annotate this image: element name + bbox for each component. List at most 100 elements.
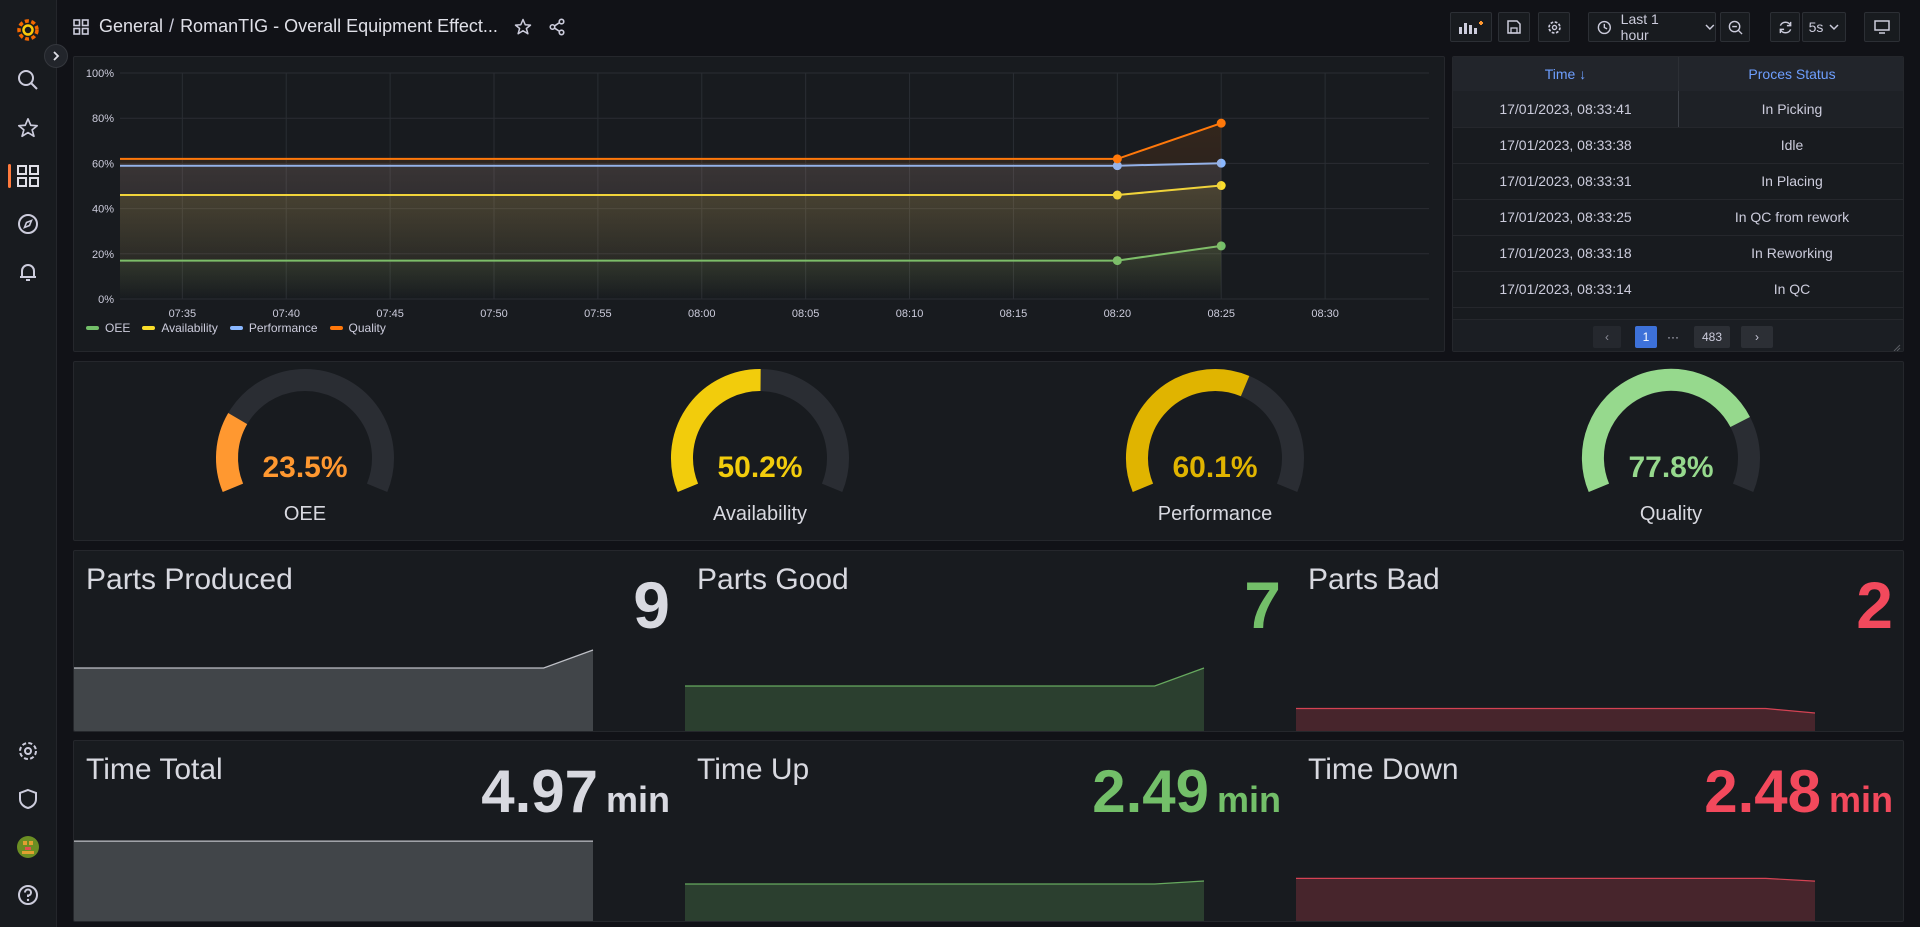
refresh-interval-label: 5s xyxy=(1808,19,1824,35)
chevron-down-icon xyxy=(1705,24,1715,30)
oee-timeseries-chart[interactable]: 100% 80% 60% 40% 20% 0% 07:35 07:40 07:45 07:50 07… xyxy=(74,57,1445,352)
legend-swatch xyxy=(329,326,343,330)
table-row[interactable]: 17/01/2023, 08:33:14 In QC xyxy=(1453,271,1903,308)
stat-title-time-up: Time Up xyxy=(697,753,810,786)
next-page-button[interactable]: › xyxy=(1741,326,1773,348)
stat-unit: min xyxy=(1828,779,1893,820)
star-icon[interactable] xyxy=(14,114,42,142)
search-icon[interactable] xyxy=(14,66,42,94)
legend-item-quality[interactable]: Quality xyxy=(329,321,386,335)
sidebar xyxy=(0,0,57,927)
alerting-icon[interactable] xyxy=(14,258,42,286)
stat-value-parts-produced: 9 xyxy=(633,568,670,642)
shield-icon[interactable] xyxy=(14,785,42,813)
x-tick-label: 08:30 xyxy=(1311,308,1339,320)
chevron-down-icon xyxy=(1829,24,1839,31)
process-status-table: Time ↓ Proces Status 17/01/2023, 08:33:4… xyxy=(1452,56,1904,352)
column-header-status[interactable]: Proces Status xyxy=(1679,57,1903,91)
prev-page-button[interactable]: ‹ xyxy=(1593,326,1621,348)
zoom-out-icon xyxy=(1728,20,1743,35)
add-panel-icon xyxy=(1459,21,1483,34)
dashboard-title[interactable]: RomanTIG - Overall Equipment Effect... xyxy=(180,16,498,36)
time-cell: 17/01/2023, 08:33:41 xyxy=(1453,91,1679,127)
parts-sparklines xyxy=(74,649,1816,731)
save-icon xyxy=(1507,20,1521,34)
time-cell: 17/01/2023, 08:33:38 xyxy=(1499,137,1632,153)
time-cell: 17/01/2023, 08:33:31 xyxy=(1499,173,1632,189)
kiosk-mode-button[interactable] xyxy=(1864,12,1900,42)
star-icon[interactable] xyxy=(514,18,532,36)
legend-label: OEE xyxy=(105,321,131,335)
zoom-out-button[interactable] xyxy=(1720,12,1750,42)
time-stat-panel[interactable]: Time Total 4.97 min Time Up 2.49 min Time … xyxy=(73,740,1904,922)
breadcrumb: General / RomanTIG - Overall Equipment E… xyxy=(73,16,566,37)
gauge-label-performance: Performance xyxy=(1157,503,1273,525)
status-cell: In QC from rework xyxy=(1734,209,1850,225)
parts-stat-panel[interactable]: Parts Produced 9 Parts Good 7 Parts Bad … xyxy=(73,550,1904,732)
sparkline-line-parts-bad xyxy=(1296,707,1816,714)
stat-value-parts-good: 7 xyxy=(1244,568,1281,642)
gauge-arc-oee xyxy=(216,413,248,492)
time-cell: 17/01/2023, 08:33:14 xyxy=(1499,281,1632,297)
sparkline-line-time-down xyxy=(1296,877,1816,882)
time-range-picker[interactable]: Last 1 hour xyxy=(1588,11,1716,43)
series-line-quality xyxy=(120,122,1222,160)
breadcrumb-folder[interactable]: General xyxy=(99,16,164,36)
x-tick-label: 07:45 xyxy=(376,308,404,320)
stat-title-time-total: Time Total xyxy=(86,753,223,786)
sparkline-line-parts-good xyxy=(685,667,1205,687)
dashboards-icon[interactable] xyxy=(14,162,42,190)
refresh-interval-picker[interactable]: 5s xyxy=(1802,12,1846,42)
time-sparklines xyxy=(74,840,1816,921)
last-page-button[interactable]: 483 xyxy=(1694,326,1730,348)
monitor-icon xyxy=(1874,20,1890,34)
y-tick-label: 40% xyxy=(92,204,114,216)
legend-item-availability[interactable]: Availability xyxy=(142,321,218,335)
user-avatar-icon[interactable] xyxy=(14,833,42,861)
table-row[interactable]: 17/01/2023, 08:33:18 In Reworking xyxy=(1453,235,1903,272)
sparkline-area-time-up xyxy=(685,881,1204,921)
topbar: General / RomanTIG - Overall Equipment E… xyxy=(57,0,1920,56)
dashboard-settings-button[interactable] xyxy=(1538,12,1570,42)
legend-item-performance[interactable]: Performance xyxy=(229,321,318,335)
legend-swatch xyxy=(142,326,156,330)
legend-item-oee[interactable]: OEE xyxy=(86,321,130,335)
column-header-label: Time xyxy=(1544,66,1576,82)
table-row[interactable]: 17/01/2023, 08:33:41 In Picking xyxy=(1453,91,1903,128)
y-tick-label: 100% xyxy=(86,68,114,80)
column-header-time[interactable]: Time ↓ xyxy=(1453,57,1679,91)
stat-number: 2.49 xyxy=(1092,758,1209,825)
table-row[interactable]: 17/01/2023, 08:33:38 Idle xyxy=(1453,127,1903,164)
sparkline-area-time-total xyxy=(74,841,593,921)
legend-label: Performance xyxy=(248,321,318,335)
refresh-button[interactable] xyxy=(1770,12,1800,42)
status-cell: In Placing xyxy=(1761,173,1823,189)
help-icon[interactable] xyxy=(14,881,42,909)
gauge-panel[interactable]: 23.5% OEE 50.2% Availability 60.1% Perfo… xyxy=(73,361,1904,541)
x-tick-label: 08:20 xyxy=(1104,308,1132,320)
page-1-button[interactable]: 1 xyxy=(1635,326,1657,348)
gear-icon xyxy=(1547,20,1561,34)
table-row[interactable]: 17/01/2023, 08:33:25 In QC from rework xyxy=(1453,199,1903,236)
x-tick-label: 08:25 xyxy=(1207,308,1235,320)
share-icon[interactable] xyxy=(548,18,566,36)
x-tick-label: 08:00 xyxy=(688,308,716,320)
timeseries-panel[interactable]: 100% 80% 60% 40% 20% 0% 07:35 07:40 07:45 07:50 07… xyxy=(73,56,1445,352)
gauge-value-performance: 60.1% xyxy=(1172,451,1258,484)
add-panel-button[interactable] xyxy=(1450,12,1492,42)
gauge-value-availability: 50.2% xyxy=(717,451,803,484)
x-tick-label: 07:50 xyxy=(480,308,508,320)
table-row[interactable]: 17/01/2023, 08:33:31 In Placing xyxy=(1453,163,1903,200)
save-dashboard-button[interactable] xyxy=(1498,12,1530,42)
x-tick-label: 08:15 xyxy=(1000,308,1028,320)
expand-sidebar-button[interactable] xyxy=(44,44,68,68)
sparkline-line-time-up xyxy=(685,880,1205,885)
resize-handle-icon[interactable] xyxy=(1893,344,1901,352)
grafana-logo-icon[interactable] xyxy=(14,16,42,44)
settings-icon[interactable] xyxy=(14,737,42,765)
y-tick-label: 20% xyxy=(92,249,114,261)
stat-number: 2.48 xyxy=(1704,758,1821,825)
explore-icon[interactable] xyxy=(14,210,42,238)
pagination-ellipsis[interactable]: ··· xyxy=(1667,330,1679,344)
sparkline-line-parts-produced xyxy=(74,649,594,669)
